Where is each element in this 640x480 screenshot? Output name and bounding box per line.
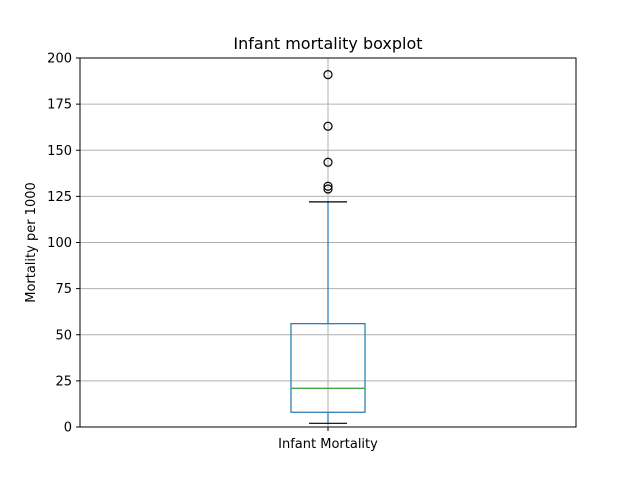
y-tick-label: 175: [47, 98, 72, 113]
outlier-point: [323, 181, 333, 191]
outlier-point: [323, 121, 333, 131]
y-tick-label: 50: [55, 328, 72, 343]
x-tick-label: Infant Mortality: [278, 437, 378, 452]
axes: 0 25 50 75 100 125 150 175 200 Infant Mortality: [47, 52, 577, 452]
y-tick-label: 0: [64, 421, 72, 436]
y-tick-label: 25: [55, 374, 72, 389]
y-axis-title: Mortality per 1000: [24, 182, 39, 303]
iqr-box: [290, 323, 366, 413]
outlier-point: [323, 157, 333, 167]
y-tick-label: 75: [55, 282, 72, 297]
y-tick-label: 200: [47, 52, 72, 67]
outlier-point: [323, 184, 333, 194]
y-tick-label: 150: [47, 144, 72, 159]
plot-frame: [79, 57, 577, 428]
y-tick-label: 125: [47, 190, 72, 205]
outlier-point: [323, 70, 333, 80]
y-tick-label: 100: [47, 236, 72, 251]
chart-title: Infant mortality boxplot: [233, 34, 422, 53]
plot-area: [290, 70, 366, 424]
